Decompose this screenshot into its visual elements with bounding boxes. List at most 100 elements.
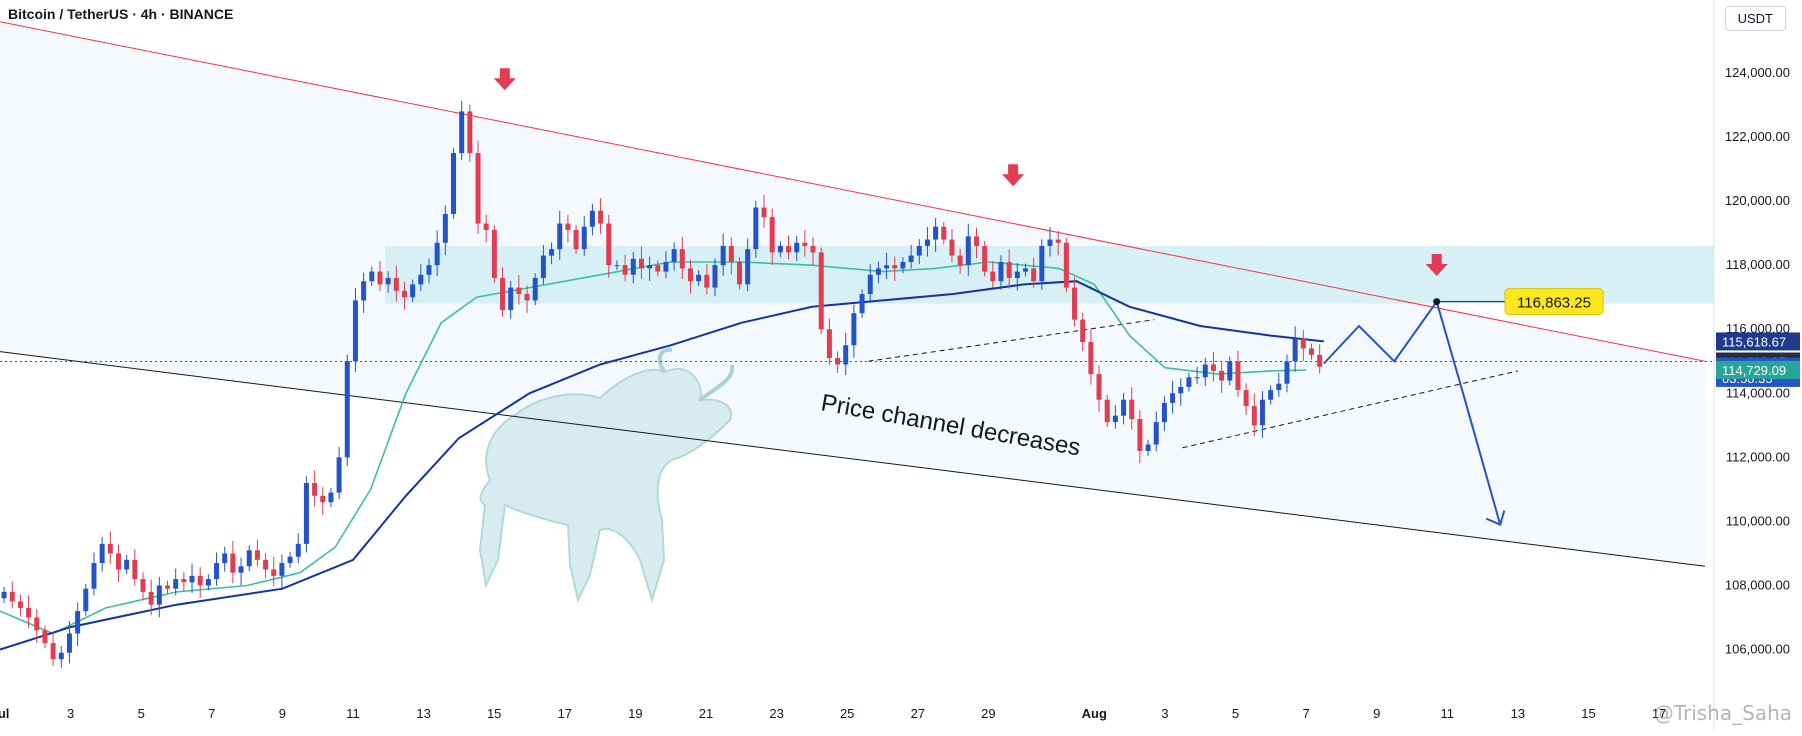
candle-body (1268, 390, 1274, 400)
price-tag-box (1716, 332, 1800, 351)
candle-body (728, 245, 734, 262)
sell-arrow-icon (493, 68, 516, 91)
x-tick-label: 5 (1232, 706, 1239, 721)
candle-body (769, 217, 775, 253)
x-tick-label: 25 (840, 706, 854, 721)
candle-body (222, 553, 228, 564)
candle-body (671, 249, 677, 262)
currency-button[interactable]: USDT (1724, 6, 1786, 31)
candle-body (524, 294, 530, 301)
candle-body (1063, 242, 1069, 288)
candle-body (344, 361, 350, 458)
candle-body (851, 313, 857, 346)
candle-body (1194, 377, 1200, 379)
candle-body (1096, 374, 1102, 400)
projection-path (1323, 299, 1502, 525)
candle-body (1088, 342, 1094, 375)
candle-body (426, 265, 432, 275)
channel-lower-line (0, 351, 1706, 567)
candle-body (916, 245, 922, 256)
x-tick-label: Aug (1082, 706, 1107, 721)
bull-body (478, 367, 732, 604)
x-tick-label: 29 (981, 706, 995, 721)
candle-body (704, 274, 710, 288)
candle-body (655, 265, 661, 272)
candle-body (1031, 268, 1037, 282)
y-tick-label: 120,000.00 (1725, 193, 1790, 208)
candle-body (246, 550, 252, 567)
candle-body (1251, 406, 1257, 426)
candle-body (606, 223, 612, 266)
sell-arrow-icon (1425, 253, 1448, 276)
candle-body (140, 579, 146, 592)
candle-body (475, 153, 481, 224)
candle-body (1259, 399, 1265, 426)
candle-body (900, 261, 906, 269)
candle-body (712, 265, 718, 288)
candle-body (1112, 415, 1118, 423)
candle-body (107, 543, 113, 554)
rising-support-line (868, 319, 1155, 362)
author-watermark: @Trisha_Saha (1653, 701, 1792, 725)
candle-body (1047, 239, 1053, 246)
candle-body (75, 611, 81, 634)
candle-body (990, 271, 996, 282)
candle-body (434, 242, 440, 266)
candle-body (181, 579, 187, 583)
candle-body (884, 265, 890, 269)
candle-body (173, 579, 179, 589)
x-tick-label: 15 (487, 706, 501, 721)
x-tick-label: 11 (346, 706, 360, 721)
candle-body (777, 245, 783, 253)
candle-body (165, 585, 171, 589)
candle-body (1219, 370, 1225, 381)
candle-body (1210, 364, 1216, 371)
x-tick-label: 7 (1302, 706, 1309, 721)
candle-body (393, 277, 399, 291)
x-tick-label: 9 (1373, 706, 1380, 721)
candle-body (818, 252, 824, 330)
candle-body (1227, 361, 1233, 381)
candle-body (622, 265, 628, 275)
candle-body (965, 236, 971, 266)
candle-body (1006, 261, 1012, 278)
y-tick-label: 114,000.00 (1726, 385, 1790, 400)
candle-body (508, 287, 514, 311)
candle-body (867, 274, 873, 295)
x-tick-label: 21 (699, 706, 713, 721)
candle-body (696, 274, 702, 282)
candle-body (1121, 399, 1127, 416)
candle-body (1014, 271, 1020, 278)
candle-body (859, 294, 865, 314)
candle-body (998, 261, 1004, 282)
candle-body (892, 265, 898, 269)
candle-body (1039, 245, 1045, 282)
candle-body (124, 559, 130, 570)
candle-body (410, 284, 416, 298)
candle-body (99, 543, 105, 564)
candle-body (794, 242, 800, 253)
candle-body (573, 229, 579, 250)
y-tick-label: 110,000.00 (1726, 513, 1790, 528)
candle-body (491, 229, 497, 278)
x-tick-label: 15 (1581, 706, 1595, 721)
target-label-box[interactable] (1504, 288, 1604, 316)
candle-body (802, 242, 808, 246)
candle-body (1243, 390, 1249, 407)
candle-body (1129, 399, 1135, 419)
candle-body (66, 633, 72, 653)
symbol-title: Bitcoin / TetherUS · 4h · BINANCE (8, 6, 234, 22)
candle-body (1153, 422, 1159, 445)
candle-body (377, 271, 383, 285)
candle-body (843, 345, 849, 365)
candle-body (148, 591, 154, 605)
x-tick-label: 19 (628, 706, 642, 721)
x-tick-label: 7 (208, 706, 215, 721)
candle-body (753, 207, 759, 250)
candle-body (197, 575, 203, 586)
candle-body (1308, 348, 1314, 355)
candle-body (1, 591, 7, 599)
candle-body (115, 553, 121, 570)
